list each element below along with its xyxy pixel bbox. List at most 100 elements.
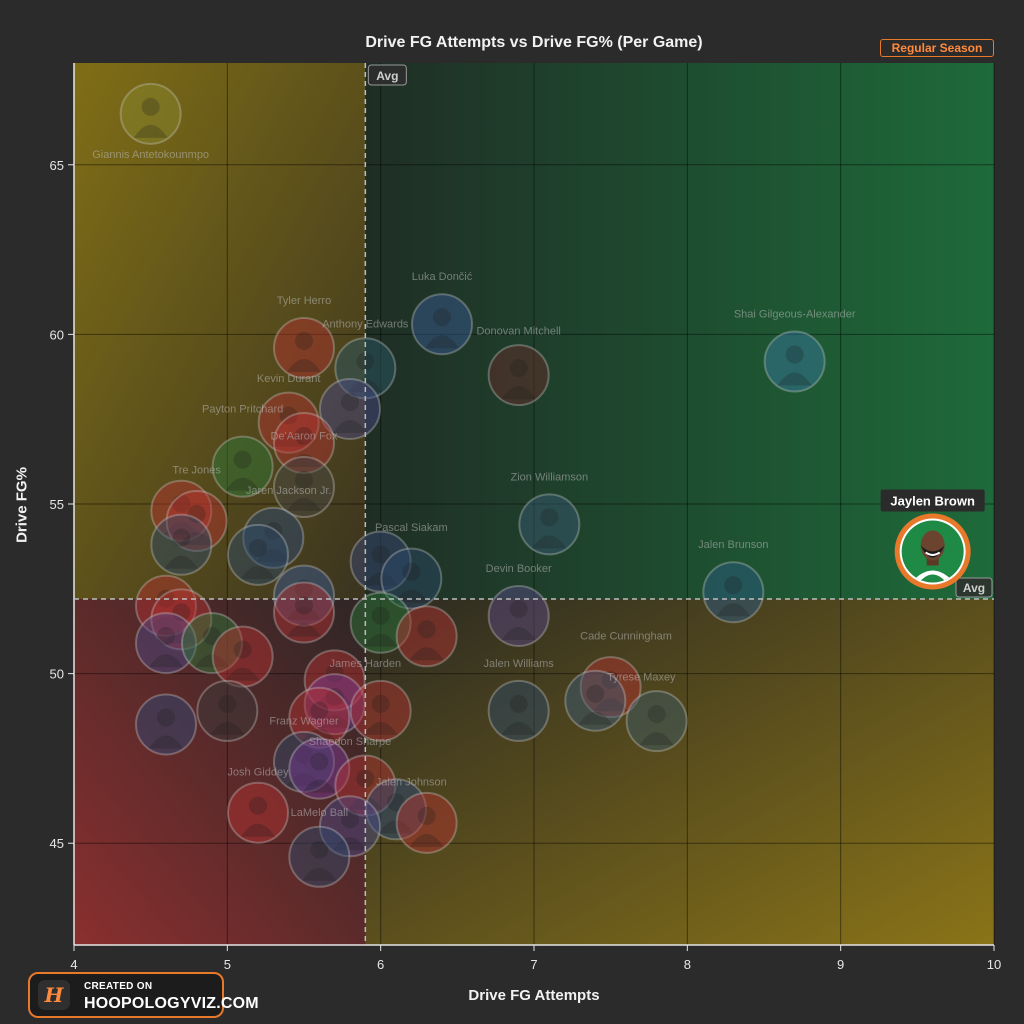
player-point[interactable] bbox=[273, 316, 335, 379]
hoopologyviz-logo[interactable]: H CREATED ON HOOPOLOGYVIZ.COM bbox=[28, 972, 259, 1018]
player-point[interactable] bbox=[227, 523, 289, 586]
player-marker[interactable] bbox=[288, 686, 351, 749]
player-head-icon bbox=[509, 599, 528, 618]
player-point[interactable] bbox=[273, 411, 335, 474]
player-marker[interactable] bbox=[273, 564, 335, 627]
player-marker[interactable] bbox=[150, 479, 213, 542]
avg-y-tag: Avg bbox=[955, 577, 993, 598]
player-point[interactable] bbox=[181, 612, 243, 675]
player-point[interactable] bbox=[303, 649, 366, 712]
player-point[interactable] bbox=[135, 693, 197, 756]
player-point[interactable] bbox=[625, 690, 688, 753]
player-point[interactable] bbox=[518, 493, 581, 556]
player-marker[interactable] bbox=[150, 588, 213, 651]
player-marker[interactable] bbox=[625, 690, 688, 753]
player-point[interactable] bbox=[487, 584, 550, 647]
player-marker[interactable] bbox=[487, 344, 550, 407]
player-point[interactable] bbox=[411, 293, 473, 356]
player-marker[interactable] bbox=[518, 493, 581, 556]
player-body-icon bbox=[425, 335, 459, 349]
player-label: Shaedon Sharpe bbox=[309, 736, 392, 748]
player-point[interactable] bbox=[763, 330, 826, 393]
player-marker[interactable] bbox=[181, 612, 243, 675]
player-marker[interactable] bbox=[380, 547, 443, 610]
player-marker[interactable] bbox=[119, 82, 182, 145]
player-marker[interactable] bbox=[227, 523, 289, 586]
player-point[interactable] bbox=[288, 686, 351, 749]
player-point[interactable] bbox=[242, 506, 305, 569]
player-marker[interactable] bbox=[135, 612, 197, 675]
player-point[interactable] bbox=[380, 547, 443, 610]
player-label: Kevin Durant bbox=[257, 373, 321, 385]
season-filter-button[interactable]: Regular Season bbox=[880, 39, 994, 57]
player-label: Jalen Williams bbox=[484, 658, 555, 670]
player-marker[interactable] bbox=[273, 411, 335, 474]
player-point[interactable] bbox=[273, 564, 335, 627]
player-point[interactable] bbox=[227, 781, 289, 844]
player-marker[interactable] bbox=[273, 456, 335, 519]
player-head-icon bbox=[417, 620, 436, 639]
player-marker[interactable] bbox=[135, 574, 197, 637]
player-point[interactable] bbox=[135, 612, 197, 675]
player-point[interactable] bbox=[303, 673, 366, 736]
y-tick-label: 65 bbox=[50, 158, 64, 173]
player-head-icon bbox=[295, 426, 313, 445]
player-point[interactable] bbox=[288, 825, 351, 888]
player-point[interactable] bbox=[211, 625, 274, 688]
player-body-icon bbox=[164, 630, 199, 644]
player-marker[interactable] bbox=[288, 737, 351, 800]
player-point[interactable] bbox=[487, 344, 550, 407]
player-marker[interactable] bbox=[211, 435, 274, 498]
player-marker[interactable] bbox=[763, 330, 826, 393]
player-marker[interactable] bbox=[227, 781, 289, 844]
player-marker[interactable] bbox=[135, 693, 197, 756]
player-marker[interactable] bbox=[564, 669, 627, 732]
player-point[interactable] bbox=[334, 337, 397, 400]
player-marker[interactable] bbox=[165, 489, 228, 552]
player-point[interactable] bbox=[564, 669, 627, 732]
player-point[interactable] bbox=[319, 795, 381, 858]
player-point[interactable] bbox=[273, 581, 335, 644]
player-point[interactable] bbox=[349, 679, 412, 742]
player-marker[interactable] bbox=[395, 605, 458, 668]
player-point[interactable] bbox=[135, 574, 197, 637]
player-marker[interactable] bbox=[196, 679, 259, 742]
player-point[interactable] bbox=[579, 656, 642, 719]
player-head-icon bbox=[157, 627, 175, 646]
player-point[interactable] bbox=[365, 778, 427, 841]
player-point[interactable] bbox=[257, 391, 320, 454]
player-marker[interactable] bbox=[303, 649, 366, 712]
player-point[interactable] bbox=[150, 479, 213, 542]
player-marker[interactable] bbox=[487, 679, 550, 742]
highlight-player[interactable]: Jaylen Brown bbox=[880, 489, 985, 590]
player-point[interactable] bbox=[196, 679, 259, 742]
player-point[interactable] bbox=[150, 588, 213, 651]
player-point[interactable] bbox=[395, 791, 458, 854]
player-marker[interactable] bbox=[288, 825, 351, 888]
player-marker[interactable] bbox=[411, 293, 473, 356]
player-point[interactable] bbox=[165, 489, 228, 552]
player-point[interactable] bbox=[119, 82, 182, 145]
player-point[interactable] bbox=[273, 456, 335, 519]
player-marker[interactable] bbox=[365, 778, 427, 841]
player-marker[interactable] bbox=[211, 625, 274, 688]
player-point[interactable] bbox=[395, 605, 458, 668]
player-point[interactable] bbox=[211, 435, 274, 498]
player-marker[interactable] bbox=[579, 656, 642, 719]
player-marker[interactable] bbox=[273, 730, 335, 793]
player-marker[interactable] bbox=[273, 581, 335, 644]
player-label: LaMelo Ball bbox=[291, 807, 348, 819]
player-marker[interactable] bbox=[702, 561, 765, 624]
player-point[interactable] bbox=[702, 561, 765, 624]
player-point[interactable] bbox=[288, 737, 351, 800]
player-point[interactable] bbox=[273, 730, 335, 793]
player-marker[interactable] bbox=[273, 316, 335, 379]
player-marker[interactable] bbox=[242, 506, 305, 569]
player-marker[interactable] bbox=[257, 391, 320, 454]
quadrant-bottom-right bbox=[365, 598, 994, 945]
player-point[interactable] bbox=[487, 679, 550, 742]
player-marker[interactable] bbox=[150, 513, 213, 576]
player-marker[interactable] bbox=[395, 791, 458, 854]
player-point[interactable] bbox=[150, 513, 213, 576]
player-marker[interactable] bbox=[487, 584, 550, 647]
